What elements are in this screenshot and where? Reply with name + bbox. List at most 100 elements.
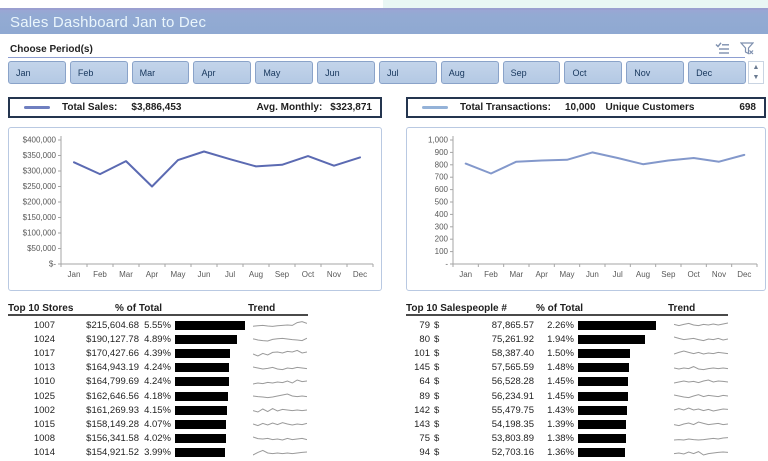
x-axis-tick-label: May bbox=[170, 270, 185, 279]
row-value: $158,149.28 bbox=[86, 418, 139, 430]
table-row: 94 $52,703.16 1.36% bbox=[406, 446, 728, 460]
slicer-button-aug[interactable]: Aug bbox=[440, 61, 499, 84]
trend-cell bbox=[674, 319, 732, 331]
y-axis-tick-label: $200,000 bbox=[23, 198, 57, 207]
trend-cell bbox=[674, 347, 732, 359]
total-transactions-value: 10,000 bbox=[564, 102, 596, 113]
slicer-button-dec[interactable]: Dec bbox=[688, 61, 746, 84]
table-row: 142 $55,479.75 1.43% bbox=[406, 403, 728, 417]
row-value: 56,234.91 bbox=[491, 390, 534, 402]
x-axis-tick-label: Oct bbox=[302, 270, 315, 279]
trend-cell bbox=[674, 376, 732, 388]
row-id: 75 bbox=[419, 433, 430, 445]
row-pct: 1.50% bbox=[547, 347, 574, 359]
table-row: 101 $58,387.40 1.50% bbox=[406, 346, 728, 360]
currency-sign: $ bbox=[434, 447, 440, 459]
table-row: 1014 $154,921.52 3.99% bbox=[8, 446, 308, 460]
slicer-scrollbar[interactable]: ▲ ▼ bbox=[748, 61, 764, 84]
row-pct: 1.39% bbox=[547, 418, 574, 430]
x-axis-tick-label: Mar bbox=[509, 270, 523, 279]
x-axis-tick-label: Mar bbox=[119, 270, 133, 279]
row-value: 75,261.92 bbox=[491, 333, 534, 345]
pct-data-bar bbox=[578, 448, 670, 458]
trend-cell bbox=[253, 347, 309, 359]
y-axis-tick-label: $300,000 bbox=[23, 167, 57, 176]
salespeople-trend-col-header: Trend bbox=[668, 303, 696, 314]
row-id: 1015 bbox=[33, 418, 55, 430]
multi-select-icon[interactable] bbox=[715, 42, 730, 55]
unique-customers-label: Unique Customers bbox=[605, 102, 695, 113]
clear-filter-icon[interactable] bbox=[740, 42, 754, 55]
slicer-button-oct[interactable]: Oct bbox=[564, 61, 623, 84]
y-axis-tick-label: $150,000 bbox=[23, 213, 57, 222]
sales-line-chart: $400,000 $350,000 $300,000 $250,000 $200,000… bbox=[23, 136, 374, 279]
trend-cell bbox=[674, 447, 732, 459]
trend-sparkline bbox=[674, 379, 728, 384]
trend-cell bbox=[253, 404, 309, 416]
x-axis-tick-label: Apr bbox=[535, 270, 548, 279]
trend-cell bbox=[253, 390, 309, 402]
slicer-button-nov[interactable]: Nov bbox=[626, 61, 685, 84]
currency-sign: $ bbox=[434, 404, 440, 416]
row-pct: 1.45% bbox=[547, 376, 574, 388]
top-stores-title: Top 10 Stores bbox=[8, 303, 74, 314]
slicer-button-jul[interactable]: Jul bbox=[378, 61, 437, 84]
avg-monthly-value: $323,871 bbox=[330, 102, 372, 113]
x-axis-tick-label: Jun bbox=[198, 270, 211, 279]
data-series-line bbox=[73, 150, 361, 188]
table-row: 1007 $215,604.68 5.55% bbox=[8, 318, 308, 332]
trend-sparkline bbox=[253, 408, 307, 413]
slicer-scroll-up-icon[interactable]: ▲ bbox=[752, 63, 760, 71]
slicer-button-may[interactable]: May bbox=[255, 61, 314, 84]
row-pct: 5.55% bbox=[144, 319, 171, 331]
transactions-by-month-chart: 1,000 900 800 700 600 500 400 300 200 100 - Jan Feb M… bbox=[406, 127, 766, 291]
table-row: 145 $57,565.59 1.48% bbox=[406, 361, 728, 375]
y-axis-tick-label: 700 bbox=[435, 173, 449, 182]
x-axis-tick-label: Jan bbox=[459, 270, 472, 279]
currency-sign: $ bbox=[434, 390, 440, 402]
row-id: 80 bbox=[419, 333, 430, 345]
row-value: $215,604.68 bbox=[86, 319, 139, 331]
row-pct: 1.36% bbox=[547, 447, 574, 459]
trend-cell bbox=[674, 418, 732, 430]
row-id: 1002 bbox=[33, 404, 55, 416]
trend-cell bbox=[253, 319, 309, 331]
slicer-button-apr[interactable]: Apr bbox=[193, 61, 252, 84]
slicer-scroll-down-icon[interactable]: ▼ bbox=[752, 74, 760, 82]
trend-cell bbox=[674, 404, 732, 416]
y-axis-tick-label: 100 bbox=[435, 247, 449, 256]
y-axis-tick-label: $400,000 bbox=[23, 136, 57, 145]
row-value: 53,803.89 bbox=[491, 433, 534, 445]
slicer-button-feb[interactable]: Feb bbox=[69, 61, 128, 84]
avg-monthly-label: Avg. Monthly: bbox=[256, 102, 323, 113]
slicer-button-mar[interactable]: Mar bbox=[131, 61, 190, 84]
slicer-button-jun[interactable]: Jun bbox=[317, 61, 375, 84]
row-pct: 4.02% bbox=[144, 433, 171, 445]
x-axis-tick-label: Sep bbox=[275, 270, 290, 279]
pct-data-bar bbox=[175, 391, 249, 401]
slicer-header-divider bbox=[8, 57, 745, 58]
currency-sign: $ bbox=[434, 376, 440, 388]
y-axis-tick-label: 800 bbox=[435, 160, 449, 169]
data-series-line bbox=[464, 151, 746, 175]
table-row: 1013 $164,943.19 4.24% bbox=[8, 361, 308, 375]
top-strip-right bbox=[383, 0, 768, 8]
row-id: 145 bbox=[414, 362, 430, 374]
y-axis-tick-label: 200 bbox=[435, 235, 449, 244]
row-id: 1014 bbox=[33, 447, 55, 459]
row-id: 1024 bbox=[33, 333, 55, 345]
row-id: 1013 bbox=[33, 362, 55, 374]
slicer-button-jan[interactable]: Jan bbox=[8, 61, 66, 84]
trend-sparkline bbox=[253, 338, 307, 342]
slicer-button-sep[interactable]: Sep bbox=[502, 61, 561, 84]
row-id: 1007 bbox=[33, 319, 55, 331]
row-id: 1017 bbox=[33, 347, 55, 359]
row-pct: 2.26% bbox=[547, 319, 574, 331]
pct-data-bar bbox=[175, 377, 249, 387]
row-pct: 3.99% bbox=[144, 447, 171, 459]
y-axis-tick-label: 1,000 bbox=[428, 136, 449, 145]
trend-sparkline bbox=[674, 436, 728, 441]
pct-data-bar bbox=[175, 419, 249, 429]
stores-pct-col-header: % of Total bbox=[115, 303, 163, 314]
